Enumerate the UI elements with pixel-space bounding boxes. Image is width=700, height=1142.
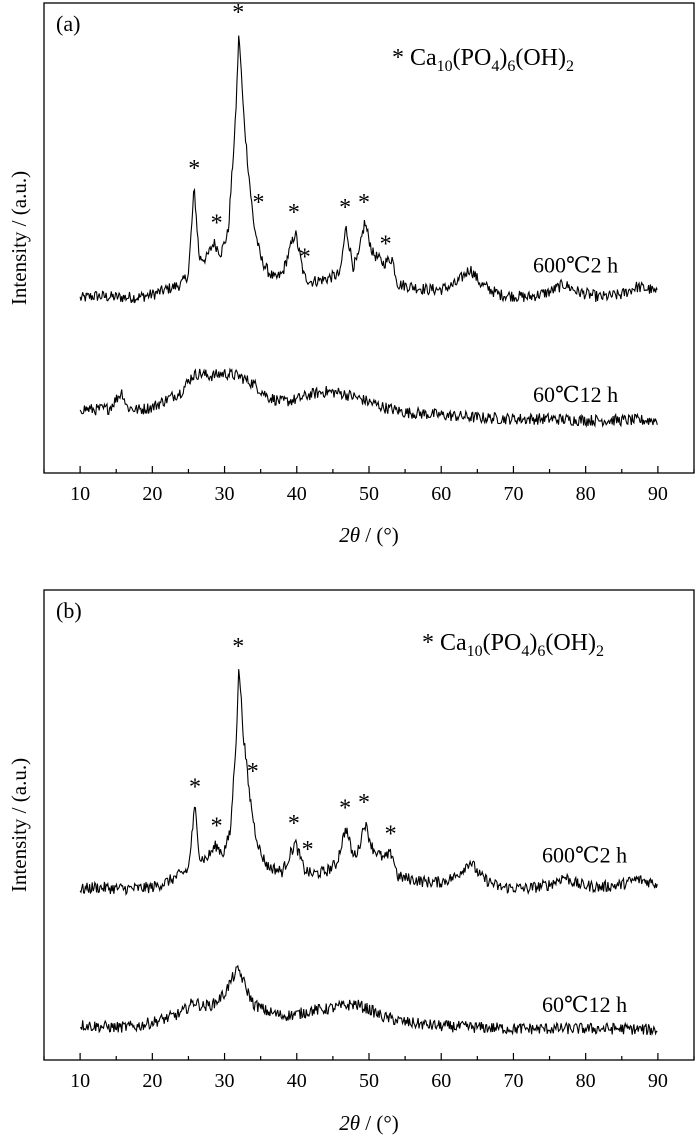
x-tick-label: 20 [142, 483, 162, 505]
legend-entry: * Ca10(PO4)6(OH)2 [392, 45, 574, 75]
x-tick-label: 90 [648, 1070, 668, 1092]
x-tick-label: 60 [431, 1070, 451, 1092]
panel-label: (a) [56, 11, 80, 36]
peak-marker: * [339, 195, 351, 221]
x-tick-label: 50 [359, 483, 379, 505]
x-tick-label: 80 [576, 1070, 596, 1092]
x-axis-label: 2θ / (°) [339, 1111, 399, 1135]
peak-marker: * [188, 156, 200, 182]
x-tick-label: 60 [431, 483, 451, 505]
legend-entry: * Ca10(PO4)6(OH)2 [422, 630, 604, 660]
x-tick-label: 80 [576, 483, 596, 505]
peak-marker: * [299, 244, 311, 270]
x-tick-label: 30 [215, 1070, 235, 1092]
plot-frame [43, 589, 695, 1061]
x-tick-label: 10 [70, 483, 90, 505]
peak-marker: * [302, 837, 314, 863]
peak-marker: * [211, 211, 223, 237]
panel-label: (b) [56, 598, 82, 623]
x-axis-label: 2θ / (°) [339, 523, 399, 547]
peak-marker: * [288, 200, 300, 226]
panel-b: 10 20 30 40 50 60 70 80 90 2θ / (°) Intensity / (a… [7, 589, 695, 1135]
x-tick-label: 30 [215, 483, 235, 505]
series-line [79, 964, 658, 1036]
y-axis-label: Intensity / (a.u.) [7, 758, 31, 892]
peak-marker: * [189, 775, 201, 801]
x-tick-label: 20 [142, 1070, 162, 1092]
series-line [79, 669, 658, 896]
peak-marker: * [253, 190, 265, 216]
x-tick-label: 50 [359, 1070, 379, 1092]
y-axis-label: Intensity / (a.u.) [7, 171, 31, 305]
panel-a: 10 20 30 40 50 60 70 80 90 2θ / (°) Intensity / (a… [7, 0, 695, 547]
series-label: 600℃2 h [542, 843, 627, 868]
peak-marker: * [358, 790, 370, 816]
peak-marker: * [232, 0, 244, 26]
x-tick-label: 40 [287, 1070, 307, 1092]
x-tick-label: 70 [503, 483, 523, 505]
series-label: 60℃12 h [533, 382, 618, 407]
peak-marker: * [211, 814, 223, 840]
peak-marker: * [385, 821, 397, 847]
x-tick-label: 40 [287, 483, 307, 505]
x-tick-label: 90 [648, 483, 668, 505]
peak-marker: * [358, 190, 370, 216]
peak-marker: * [232, 634, 244, 660]
peak-marker: * [380, 231, 392, 257]
peak-marker: * [288, 811, 300, 837]
x-tick-label: 10 [70, 1070, 90, 1092]
peak-marker: * [339, 795, 351, 821]
x-tick-label: 70 [503, 1070, 523, 1092]
series-line [79, 367, 658, 428]
series-label: 600℃2 h [533, 253, 618, 278]
series-line [79, 35, 658, 304]
series-label: 60℃12 h [542, 992, 627, 1017]
peak-marker: * [247, 759, 259, 785]
